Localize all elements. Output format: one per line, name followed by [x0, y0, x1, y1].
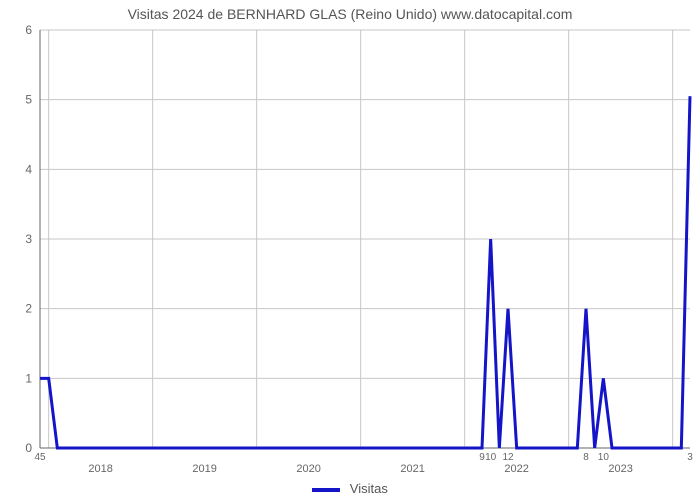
legend-label: Visitas — [350, 481, 388, 496]
svg-text:8: 8 — [583, 452, 589, 463]
svg-text:2: 2 — [25, 302, 32, 316]
svg-text:45: 45 — [34, 452, 46, 463]
svg-text:10: 10 — [485, 452, 497, 463]
svg-text:2019: 2019 — [192, 463, 216, 475]
svg-text:2018: 2018 — [88, 463, 112, 475]
svg-text:5: 5 — [25, 93, 32, 107]
chart-title: Visitas 2024 de BERNHARD GLAS (Reino Uni… — [0, 6, 700, 22]
svg-text:3: 3 — [25, 232, 32, 246]
chart-legend: Visitas — [0, 481, 700, 496]
svg-text:2020: 2020 — [296, 463, 320, 475]
svg-text:1: 1 — [25, 371, 32, 385]
legend-swatch — [312, 488, 340, 492]
svg-text:2021: 2021 — [400, 463, 424, 475]
visits-chart: Visitas 2024 de BERNHARD GLAS (Reino Uni… — [0, 0, 700, 500]
svg-text:3: 3 — [687, 452, 693, 463]
svg-text:0: 0 — [25, 441, 32, 455]
svg-text:6: 6 — [25, 23, 32, 37]
svg-text:10: 10 — [598, 452, 610, 463]
svg-text:4: 4 — [25, 162, 32, 176]
chart-svg: 0123456201820192020202120222023459101281… — [0, 0, 700, 500]
svg-text:2023: 2023 — [608, 463, 632, 475]
svg-text:2022: 2022 — [504, 463, 528, 475]
svg-text:12: 12 — [502, 452, 514, 463]
